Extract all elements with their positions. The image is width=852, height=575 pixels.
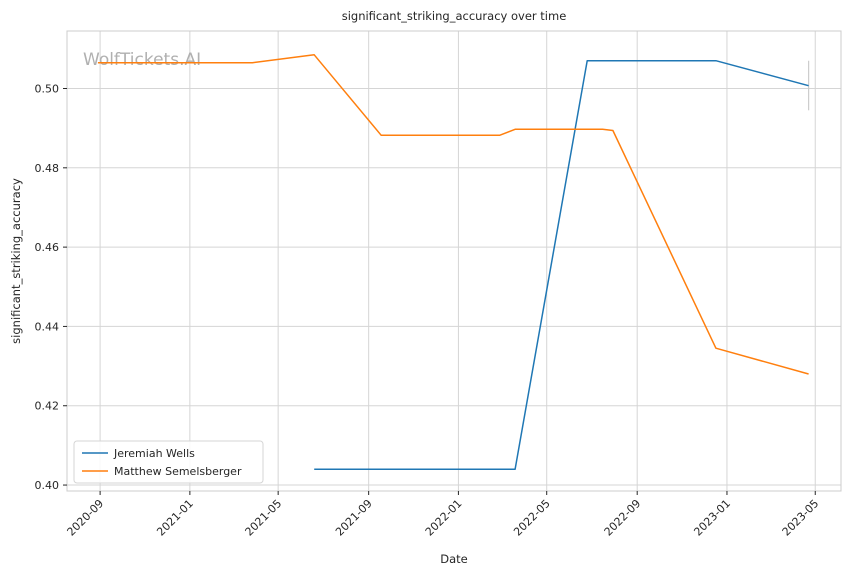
x-tick-label: 2020-09 (65, 497, 107, 539)
watermark: WolfTickets.AI (83, 50, 201, 70)
legend-label: Jeremiah Wells (113, 447, 195, 460)
series-line-2 (97, 54, 809, 375)
chart-title: significant_striking_accuracy over time (342, 9, 567, 23)
x-tick-label: 2021-05 (243, 497, 285, 539)
gridlines (67, 31, 841, 491)
x-tick-label: 2023-05 (780, 497, 822, 539)
x-tick-label: 2021-01 (154, 497, 196, 539)
series-line-1 (314, 59, 809, 470)
x-tick-label: 2022-01 (423, 497, 465, 539)
y-tick-label: 0.50 (35, 83, 60, 96)
legend-label: Matthew Semelsberger (114, 465, 242, 478)
y-tick-label: 0.40 (35, 479, 60, 492)
x-tick-label: 2022-05 (511, 497, 553, 539)
plot-area (66, 30, 842, 492)
x-tick-label: 2021-09 (333, 497, 375, 539)
legend-box (73, 440, 264, 484)
x-axis-ticks: 2020-09 2021-01 2021-05 2021-09 2022-01 2022-… (65, 491, 822, 539)
series-lines (97, 54, 809, 470)
y-tick-label: 0.46 (35, 241, 60, 254)
x-tick-label: 2023-01 (691, 497, 733, 539)
legend: Jeremiah Wells Matthew Semelsberger (73, 440, 264, 484)
y-tick-label: 0.44 (35, 320, 60, 333)
y-axis-ticks: 0.40 0.42 0.44 0.46 0.48 0.50 (35, 83, 67, 492)
x-axis-label: Date (440, 552, 468, 566)
y-tick-label: 0.48 (35, 162, 60, 175)
y-axis-label: significant_striking_accuracy (9, 178, 23, 344)
y-tick-label: 0.42 (35, 400, 60, 413)
plot-border (66, 30, 842, 492)
x-tick-label: 2022-09 (602, 497, 644, 539)
